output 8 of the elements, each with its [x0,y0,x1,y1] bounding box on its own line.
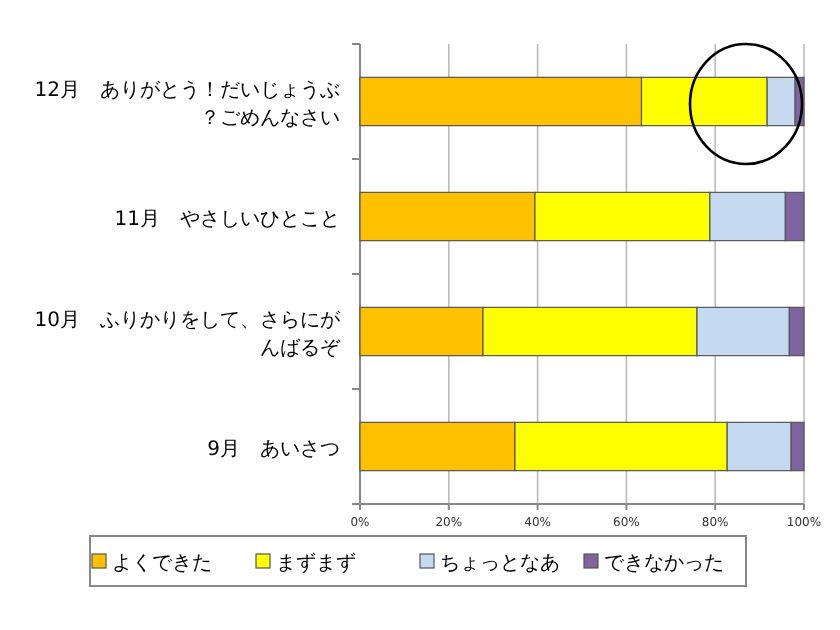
y-tick-label: 12月 ありがとう！だいじょうぶ？ごめんなさい [34,79,340,130]
legend-label: できなかった [604,553,724,575]
legend-label: まずまず [276,551,356,575]
y-tick-label: 10月 ふりかりをして、さらにがんばるぞ [34,309,342,360]
legend-label: よくできた [112,553,212,575]
legend-label: ちょっとなあ [440,553,560,575]
y-tick-label: 9月 あいさつ [207,438,340,461]
y-tick-label: 11月 やさしいひとこと [114,208,340,231]
